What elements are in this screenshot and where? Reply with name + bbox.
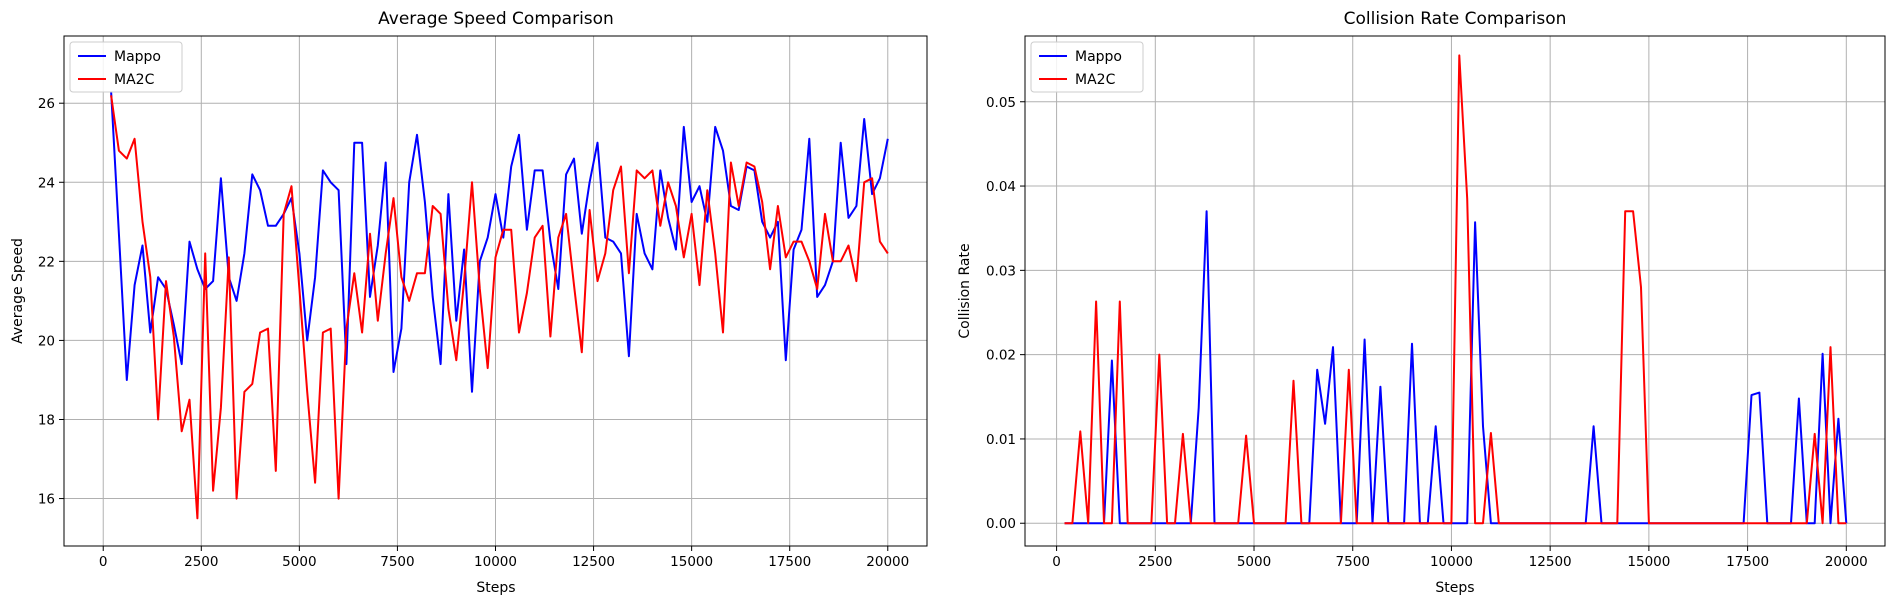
y-tick-label: 0.05 bbox=[986, 95, 1016, 111]
y-tick-label: 0.02 bbox=[986, 348, 1016, 364]
x-axis-label: Steps bbox=[476, 580, 515, 596]
x-tick-label: 7500 bbox=[380, 554, 414, 570]
y-tick-label: 20 bbox=[38, 333, 55, 349]
x-tick-label: 15000 bbox=[670, 554, 713, 570]
x-tick-label: 20000 bbox=[866, 554, 909, 570]
x-tick-label: 10000 bbox=[474, 554, 517, 570]
y-tick-label: 22 bbox=[38, 254, 55, 270]
x-tick-label: 0 bbox=[1052, 554, 1061, 570]
y-tick-label: 26 bbox=[38, 96, 55, 112]
y-axis-label: Average Speed bbox=[10, 238, 26, 344]
y-tick-label: 0.04 bbox=[986, 179, 1016, 195]
x-tick-label: 7500 bbox=[1336, 554, 1370, 570]
legend-label-mappo: Mappo bbox=[1075, 49, 1122, 65]
x-tick-label: 0 bbox=[99, 554, 108, 570]
x-tick-label: 12500 bbox=[1529, 554, 1572, 570]
legend-label-mappo: Mappo bbox=[114, 49, 161, 65]
y-tick-label: 16 bbox=[38, 492, 55, 508]
axis-ticks: 0 2500 5000 7500 10000 12500 15000 17500 20000 16… bbox=[38, 96, 909, 570]
plot-frame bbox=[1024, 35, 1886, 547]
x-tick-label: 17500 bbox=[768, 554, 811, 570]
x-tick-label: 12500 bbox=[572, 554, 615, 570]
x-tick-label: 15000 bbox=[1627, 554, 1670, 570]
x-tick-label: 2500 bbox=[184, 554, 218, 570]
series-lines bbox=[1064, 54, 1848, 525]
chart-title: Collision Rate Comparison bbox=[1344, 9, 1567, 29]
series-line-ma2c bbox=[1064, 54, 1847, 525]
x-tick-label: 5000 bbox=[1237, 554, 1271, 570]
chart-title: Average Speed Comparison bbox=[378, 9, 614, 29]
collision-rate-chart: Collision Rate Comparison 0 2500 5000 7500 1… bbox=[957, 9, 1886, 596]
legend-label-ma2c: MA2C bbox=[114, 72, 155, 88]
y-tick-label: 0.03 bbox=[986, 263, 1016, 279]
x-tick-label: 20000 bbox=[1825, 554, 1868, 570]
legend-label-ma2c: MA2C bbox=[1075, 72, 1116, 88]
legend: Mappo MA2C bbox=[1030, 41, 1144, 93]
x-tick-label: 17500 bbox=[1726, 554, 1769, 570]
legend: Mappo MA2C bbox=[69, 41, 183, 93]
average-speed-chart: Average Speed Comparison 0 2500 5000 7500 10… bbox=[10, 9, 928, 596]
series-lines bbox=[110, 91, 889, 520]
x-tick-label: 2500 bbox=[1138, 554, 1172, 570]
x-tick-label: 10000 bbox=[1430, 554, 1473, 570]
y-tick-label: 24 bbox=[38, 175, 55, 191]
y-tick-label: 18 bbox=[38, 412, 55, 428]
y-tick-label: 0.01 bbox=[986, 432, 1016, 448]
x-tick-label: 5000 bbox=[282, 554, 316, 570]
y-axis-label: Collision Rate bbox=[957, 243, 973, 338]
series-line-mappo bbox=[110, 91, 889, 393]
y-tick-label: 0.00 bbox=[986, 516, 1016, 532]
x-axis-label: Steps bbox=[1435, 580, 1474, 596]
axis-ticks: 0 2500 5000 7500 10000 12500 15000 17500 20000 0.… bbox=[986, 95, 1868, 570]
series-line-ma2c bbox=[110, 95, 889, 520]
